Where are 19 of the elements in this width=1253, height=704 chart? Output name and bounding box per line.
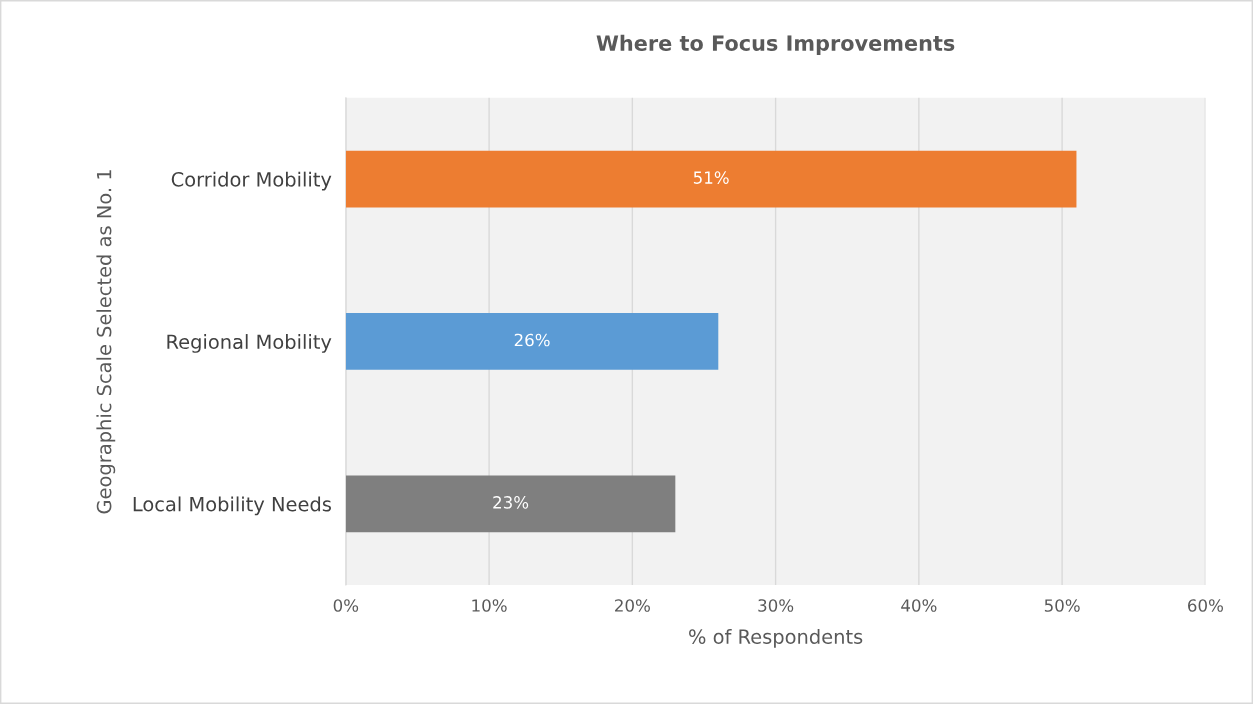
x-tick-label: 50% [1044,599,1080,612]
chart-title: Where to Focus Improvements [596,34,955,55]
x-tick-label: 40% [901,599,937,612]
x-tick-label: 20% [615,599,650,612]
data-label: 23% [493,496,529,509]
y-tick-label: Regional Mobility [167,334,332,353]
x-tick-label: 10% [472,599,507,612]
y-tick-label: Local Mobility Needs [133,496,331,516]
x-tick-label: 30% [758,599,794,612]
data-label: 51% [693,171,729,184]
x-axis-title: % of Respondents [689,628,863,648]
y-axis-title: Geographic Scale Selected as No. 1 [96,170,116,514]
x-tick-label: 60% [1188,599,1223,612]
bar [345,313,719,370]
x-tick-label: 0% [333,599,359,612]
data-label: 26% [514,333,550,347]
bar [345,150,1077,208]
y-tick-label: Corridor Mobility [171,171,332,191]
bar [345,475,676,533]
